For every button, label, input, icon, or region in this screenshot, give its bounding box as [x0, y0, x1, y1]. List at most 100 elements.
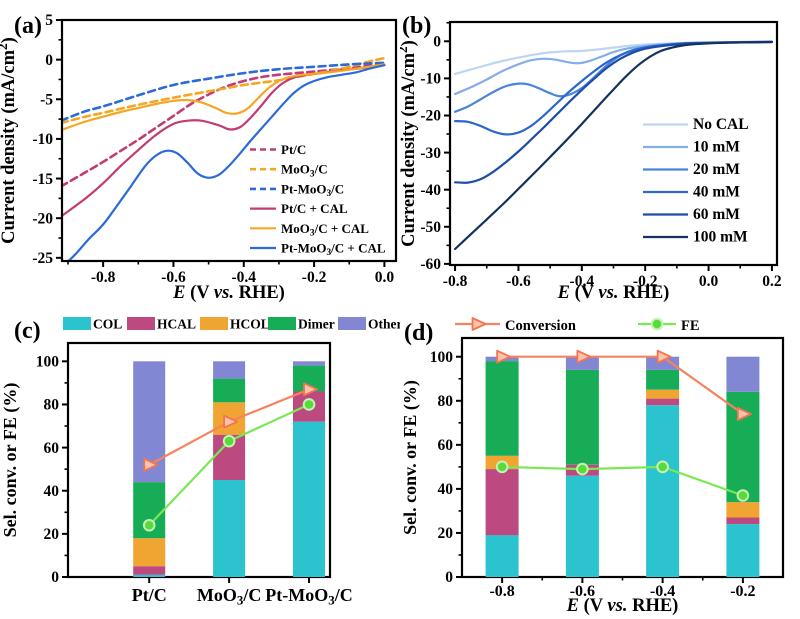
x-axis-title: E (V vs. RHE)	[557, 283, 670, 303]
x-tick-label: -0.8	[443, 273, 468, 290]
legend-label: Dimer	[298, 317, 335, 332]
bar-segment-other	[726, 356, 760, 392]
legend-label: MoO3/C	[281, 162, 328, 180]
series-line	[63, 61, 386, 122]
y-axis-title: Current density (mA/cm2)	[400, 40, 419, 247]
x-category-label: -0.4	[650, 583, 675, 600]
y-tick-label: 80	[438, 393, 454, 410]
bar-segment-hcal	[133, 566, 166, 575]
x-category-label: Pt/C	[132, 585, 167, 605]
panel-c-chart: 0 20 40 60 80 100 Pt/C MoO3/C Pt-MoO3/C COL HCAL HC…	[0, 317, 400, 608]
overlays-d	[495, 349, 752, 502]
x-tick-label: 0.0	[699, 273, 719, 290]
legend-label: 100 mM	[693, 229, 748, 246]
x-tick-label: -0.6	[506, 273, 531, 290]
bar-segment-col	[565, 475, 599, 577]
panel-a: 5 0 -5 -10 -15 -20 -25 -0.8 -0.6 -0.4 -0.2 0.0 Pt/C M…	[0, 0, 400, 305]
y-tick-label: 0	[51, 569, 59, 586]
legend-label: MoO3/C + CAL	[281, 221, 369, 239]
legend-swatch-other	[338, 317, 366, 330]
legend-label: 40 mM	[693, 184, 740, 201]
y-tick-label: 20	[44, 526, 60, 543]
overlay-line-conversion	[502, 355, 744, 415]
bar-segment-dimer	[213, 378, 246, 403]
x-tick-label: -0.2	[633, 273, 658, 290]
panel-label: (a)	[14, 13, 42, 39]
y-tick-label: -30	[420, 145, 441, 162]
legend-swatch-dimer	[268, 317, 296, 330]
bar-segment-col	[133, 574, 166, 577]
x-tick-label: -0.4	[570, 273, 595, 290]
panel-label: (b)	[402, 13, 431, 39]
legend-swatch-hcal	[127, 317, 155, 330]
y-tick-label: 0	[445, 569, 453, 586]
legend-a: Pt/C MoO3/CPt-MoO3/C Pt/C + CAL MoO3/C + CA…	[250, 142, 386, 258]
x-category-label: -0.6	[570, 583, 595, 600]
series-line	[454, 40, 773, 184]
y-tick-label: 40	[438, 481, 454, 498]
y-tick-label: 80	[44, 397, 60, 414]
series-line	[68, 64, 386, 260]
y-tick-label: -25	[32, 250, 53, 267]
y-tick-label: 40	[44, 483, 60, 500]
x-tick-label: -0.2	[302, 269, 327, 286]
bar-segment-dimer	[565, 369, 599, 465]
series-line	[454, 40, 773, 251]
x-category-label: Pt-MoO3/C	[265, 585, 352, 608]
y-tick-label: -20	[32, 210, 53, 227]
y-tick-label: 0	[45, 52, 53, 69]
legend-label: Conversion	[505, 318, 576, 334]
legend-label: 60 mM	[693, 206, 740, 223]
legend-label: Other	[368, 317, 400, 332]
y-tick-label: -60	[420, 256, 441, 273]
y-tick-label: -10	[32, 131, 53, 148]
bar-segment-col	[213, 479, 246, 577]
bar-segment-dimer	[726, 392, 760, 503]
series-line	[63, 63, 386, 131]
bar-segment-other	[213, 361, 246, 379]
x-tick-label: -0.6	[161, 269, 186, 286]
bar-segment-dimer	[485, 361, 519, 456]
x-category-label: -0.2	[730, 583, 755, 600]
bar-segment-hcal	[485, 469, 519, 536]
panel-b-chart: 0 -10 -20 -30 -40 -50 -60-0.8 -0.6 -0.4 -0.2 0.0 0.…	[400, 13, 782, 303]
overlays-c	[142, 382, 318, 532]
panel-a-chart: 5 0 -5 -10 -15 -20 -25 -0.8 -0.6 -0.4 -0.2 0.0 Pt/C M…	[0, 12, 398, 303]
panel-c: 0 20 40 60 80 100 Pt/C MoO3/C Pt-MoO3/C COL HCAL HC…	[0, 305, 400, 619]
y-tick-label: 60	[44, 440, 60, 457]
series-group-a	[63, 56, 386, 260]
x-axis-title: E (V vs. RHE)	[566, 596, 679, 616]
bar-segment-col	[726, 524, 760, 577]
y-tick-label: -10	[420, 71, 441, 88]
axes-d: 0 20 40 60 80 100 -0.8 -0.6 -0.4 -0.2	[430, 336, 785, 600]
bar-segment-hcal	[646, 398, 680, 406]
y-tick-label: -20	[420, 108, 441, 125]
bar-segment-hcol	[646, 389, 680, 399]
legend-label: 10 mM	[693, 139, 740, 156]
bar-segment-hcol	[133, 538, 166, 567]
x-category-label: MoO3/C	[197, 585, 262, 608]
y-axis-title: Sel. conv. or FE (%)	[0, 383, 21, 538]
legend-label: Pt/C	[281, 142, 306, 157]
bar-segment-other	[293, 361, 325, 366]
overlay-line-fe	[502, 465, 744, 497]
x-axis-title: E (V vs. RHE)	[172, 283, 285, 303]
legend-label: Pt/C + CAL	[281, 201, 348, 216]
legend-c: COL HCAL HCOL Dimer Other	[63, 317, 400, 332]
legend-label: Pt-MoO3/C	[281, 181, 344, 199]
y-tick-label: 100	[430, 349, 454, 366]
y-tick-label: 20	[438, 525, 454, 542]
panel-d: 0 20 40 60 80 100 -0.8 -0.6 -0.4 -0.2 Conversion FE…	[400, 305, 800, 619]
series-line	[454, 40, 773, 96]
bar-segment-col	[646, 405, 680, 577]
bar-segment-col	[485, 535, 519, 577]
y-tick-label: 0	[433, 33, 441, 50]
series-line	[63, 63, 386, 187]
legend-label: HCOL	[230, 317, 270, 332]
bar-segment-hcol	[726, 502, 760, 518]
bar-segment-hcal	[726, 517, 760, 525]
bar-segment-other	[646, 356, 680, 370]
bar-segment-dimer	[646, 369, 680, 390]
legend-label: 20 mM	[693, 161, 740, 178]
